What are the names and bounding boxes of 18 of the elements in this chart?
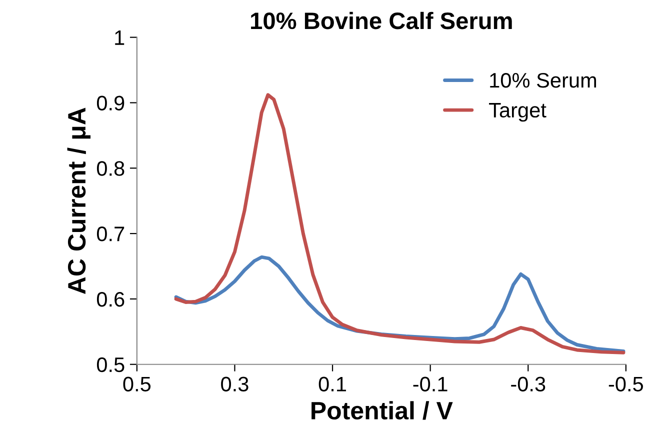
y-tick-label: 0.7 (96, 226, 124, 242)
x-tick-label: 0.1 (318, 376, 346, 392)
x-tick-label: -0.5 (608, 376, 643, 392)
line-series (174, 93, 626, 354)
y-tick-label: 0.5 (96, 357, 124, 372)
y-axis-title: AC Current / μA (67, 108, 90, 294)
legend-label: Target (489, 103, 546, 122)
y-tick-label: 0.6 (96, 292, 124, 307)
x-tick-label: 0.3 (221, 376, 248, 392)
y-tick-label: 0.8 (96, 161, 124, 176)
x-axis-title: Potential / V (312, 401, 453, 420)
legend-label: 10% Serum (490, 72, 596, 88)
x-tick-label: -0.1 (413, 376, 448, 392)
x-tick-label: 0.5 (123, 376, 151, 392)
y-tick-label: 0.9 (96, 96, 124, 110)
y-tick-label: 1 (115, 30, 124, 45)
x-tick-label: -0.3 (511, 376, 546, 392)
chart-title: 10% Bovine Calf Serum (251, 12, 512, 30)
